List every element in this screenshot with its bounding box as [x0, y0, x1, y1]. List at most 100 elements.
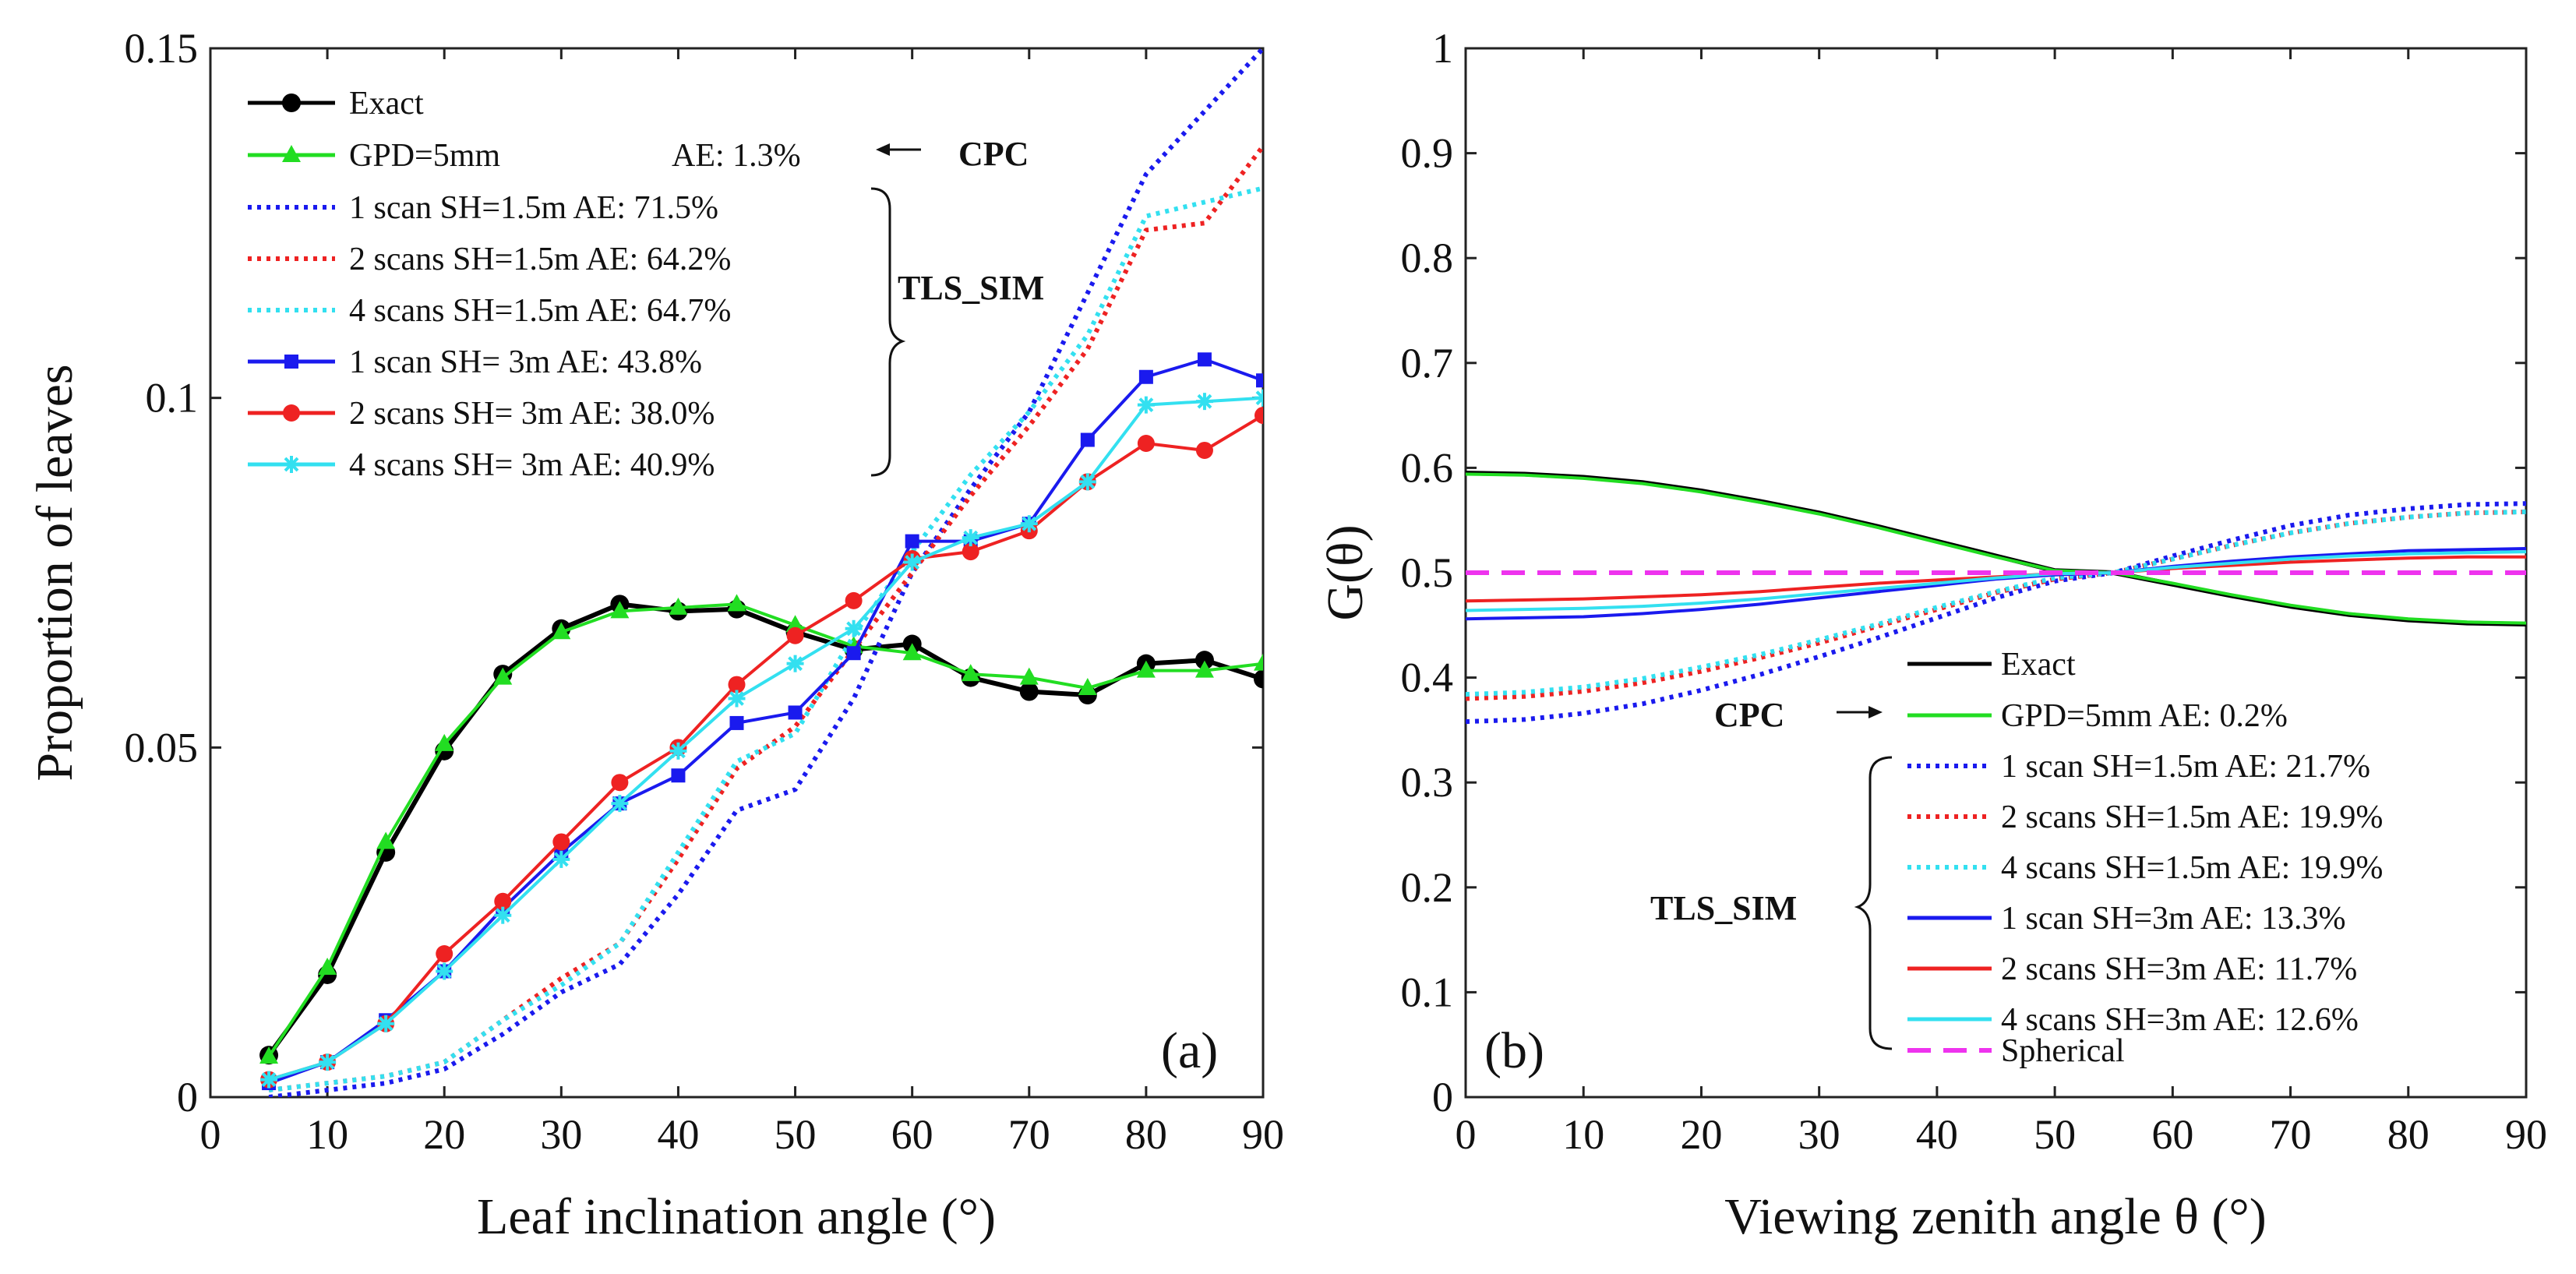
x-tick-label: 20: [423, 1111, 465, 1158]
data-point-a-1: [318, 957, 337, 975]
y-tick-label: 0.1: [1401, 969, 1454, 1015]
legend-a-1scan-15: 1 scan SH=1.5m AE: 71.5%: [349, 190, 718, 226]
panel-a-legend: Exact GPD=5mm AE: 1.3% 1 scan SH=1.5m AE…: [248, 86, 1044, 483]
data-point-a-5: [729, 715, 744, 730]
legend-a-exact: Exact: [349, 86, 424, 122]
legend-a-4scan-15: 4 scans SH=1.5m AE: 64.7%: [349, 293, 731, 329]
data-point-a-5: [846, 646, 861, 661]
data-point-a-7: [377, 1015, 395, 1032]
data-point-a-1: [961, 664, 980, 682]
data-point-a-6: [494, 892, 512, 910]
y-tick-label: 0.7: [1401, 340, 1454, 386]
x-tick-label: 70: [2270, 1111, 2312, 1158]
legend-marker-a-0: [282, 94, 301, 112]
data-point-a-1: [552, 622, 571, 640]
data-point-a-7: [552, 850, 570, 868]
data-point-a-7: [1137, 396, 1155, 414]
y-tick-label: 0.15: [125, 25, 199, 72]
x-tick-label: 10: [306, 1111, 348, 1158]
x-tick-label: 50: [775, 1111, 817, 1158]
y-tick-label: 0.5: [1401, 549, 1454, 596]
legend-a-cpc: CPC: [958, 135, 1029, 173]
data-point-a-7: [260, 1071, 278, 1089]
legend-a-2scan-3: 2 scans SH= 3m AE: 38.0%: [349, 396, 715, 432]
legend-b-brace: [1854, 756, 1893, 1050]
legend-b-spherical: Spherical: [2001, 1033, 2125, 1069]
x-tick-label: 60: [891, 1111, 933, 1158]
x-tick-label: 30: [540, 1111, 582, 1158]
x-tick-label: 90: [1242, 1111, 1284, 1158]
panel-b-x-label: Viewing zenith angle θ (°): [1724, 1188, 2266, 1245]
panel-b-frame: [1464, 47, 2528, 1099]
series-line-b-7: [1466, 550, 2526, 612]
data-point-a-7: [436, 962, 453, 980]
x-tick-label: 0: [200, 1111, 221, 1158]
data-point-a-0: [1019, 682, 1039, 701]
data-point-a-1: [669, 597, 688, 615]
data-point-a-0: [1194, 651, 1214, 670]
data-point-a-1: [1194, 660, 1214, 678]
legend-marker-a-5: [284, 355, 298, 369]
data-point-a-5: [905, 534, 919, 549]
y-tick-label: 1: [1432, 25, 1453, 72]
legend-b-4scan-15: 4 scans SH=1.5m AE: 19.9%: [2001, 850, 2383, 886]
data-point-a-1: [727, 594, 746, 612]
data-point-a-1: [493, 667, 513, 685]
data-point-a-6: [728, 676, 746, 693]
legend-b-2scan-15: 2 scans SH=1.5m AE: 19.9%: [2001, 799, 2383, 835]
panel-a: 0 10 20 30 40 50 60 70 80 90 0 0.05 0.1 0.15 Leaf inc…: [26, 25, 1284, 1245]
data-point-a-1: [376, 831, 396, 849]
series-line-a-1: [267, 602, 1263, 1058]
y-tick-label: 0: [1432, 1074, 1453, 1120]
data-point-a-6: [436, 945, 453, 963]
legend-a-gpd: GPD=5mm: [349, 138, 500, 174]
legend-marker-a-1: [282, 145, 301, 162]
data-point-a-5: [671, 768, 686, 783]
data-point-a-1: [1019, 667, 1039, 685]
panel-b-ticks: 0 10 20 30 40 50 60 70 80 90 0 0.1 0.2 0.3 0.4 0.5 0.6 0.…: [1401, 25, 2548, 1158]
series-line-a-4: [268, 185, 1263, 1092]
data-point-a-1: [902, 643, 922, 661]
data-point-a-6: [845, 591, 863, 609]
panel-a-x-label: Leaf inclination angle (°): [477, 1188, 996, 1245]
y-tick-label: 0.05: [125, 724, 199, 771]
x-tick-label: 20: [1680, 1111, 1722, 1158]
series-line-a-7: [268, 396, 1263, 1082]
data-point-a-0: [1254, 669, 1263, 689]
data-point-a-5: [788, 705, 803, 720]
legend-marker-a-7: [283, 456, 300, 473]
y-tick-label: 0: [177, 1074, 198, 1120]
legend-a-cpc-arrowhead: [876, 143, 890, 156]
data-point-a-7: [1254, 389, 1263, 407]
y-tick-label: 0.4: [1401, 655, 1454, 701]
data-point-a-6: [962, 543, 979, 561]
x-tick-label: 10: [1562, 1111, 1604, 1158]
data-point-a-6: [786, 626, 804, 644]
y-tick-label: 0.6: [1401, 444, 1454, 491]
panel-b-legend: Exact GPD=5mm AE: 0.2% 1 scan SH=1.5m AE…: [1650, 647, 2383, 1069]
y-tick-label: 0.9: [1401, 130, 1454, 177]
legend-b-cpc-arrowhead: [1868, 706, 1883, 718]
data-point-a-5: [1080, 432, 1095, 447]
series-line-b-2: [1466, 501, 2526, 725]
legend-a-1scan-3: 1 scan SH= 3m AE: 43.8%: [349, 344, 702, 380]
data-point-a-7: [903, 553, 921, 571]
data-point-a-7: [786, 655, 804, 672]
series-line-b-1: [1466, 472, 2526, 625]
panel-a-y-label: Proportion of leaves: [26, 364, 83, 781]
legend-b-1scan-3: 1 scan SH=3m AE: 13.3%: [2001, 901, 2346, 937]
legend-a-gpd-ae: AE: 1.3%: [672, 138, 801, 174]
y-tick-label: 0.8: [1401, 235, 1454, 281]
data-point-a-1: [1136, 660, 1156, 678]
panel-b-series: [1466, 471, 2526, 725]
series-line-a-6: [268, 414, 1263, 1082]
data-point-a-1: [1254, 653, 1263, 671]
data-point-a-7: [611, 795, 629, 813]
y-tick-label: 0.3: [1401, 759, 1454, 806]
data-point-a-7: [728, 690, 746, 708]
legend-b-exact: Exact: [2001, 647, 2076, 683]
x-tick-label: 40: [1916, 1111, 1958, 1158]
legend-a-4scan-3: 4 scans SH= 3m AE: 40.9%: [349, 447, 715, 483]
panel-b-y-label: G(θ): [1317, 524, 1374, 620]
data-point-a-5: [1197, 352, 1212, 367]
